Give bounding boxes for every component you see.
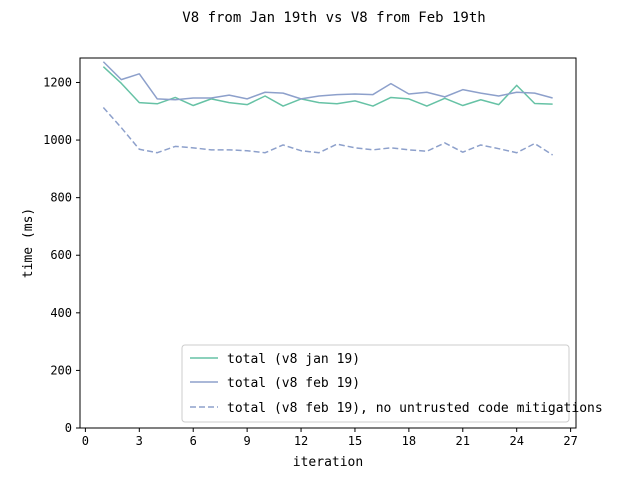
y-tick-label: 1200 <box>43 75 72 89</box>
y-tick-label: 800 <box>50 191 72 205</box>
series-line-2 <box>102 107 554 156</box>
legend-label-feb-no-mitigations: total (v8 feb 19), no untrusted code mit… <box>227 401 603 416</box>
x-tick-label: 15 <box>348 434 362 448</box>
y-tick-label: 1000 <box>43 133 72 147</box>
chart-title: V8 from Jan 19th vs V8 from Feb 19th <box>182 10 485 26</box>
x-tick-label: 24 <box>509 434 523 448</box>
y-tick-label: 600 <box>50 248 72 262</box>
series-layer <box>102 61 554 156</box>
y-axis: 0 200 400 600 800 1000 1200 <box>43 75 80 435</box>
x-tick-label: 0 <box>82 434 89 448</box>
x-axis-label: iteration <box>293 455 363 470</box>
series-line-1 <box>102 61 553 101</box>
x-tick-label: 21 <box>456 434 470 448</box>
x-tick-label: 18 <box>402 434 416 448</box>
x-tick-label: 9 <box>244 434 251 448</box>
x-axis: 0 3 6 9 12 15 18 21 24 27 <box>82 428 578 448</box>
legend-box <box>181 344 570 423</box>
legend-label-feb: total (v8 feb 19) <box>227 376 360 391</box>
legend: total (v8 jan 19) total (v8 feb 19) tota… <box>181 344 603 423</box>
plot-area <box>79 57 577 429</box>
y-tick-label: 200 <box>50 363 72 377</box>
plot-frame <box>79 57 577 429</box>
legend-label-jan: total (v8 jan 19) <box>227 352 360 367</box>
x-tick-label: 6 <box>190 434 197 448</box>
y-axis-label: time (ms) <box>21 208 36 278</box>
y-tick-label: 0 <box>65 421 72 435</box>
x-tick-label: 27 <box>563 434 577 448</box>
x-tick-label: 12 <box>294 434 308 448</box>
y-tick-label: 400 <box>50 306 72 320</box>
x-tick-label: 3 <box>136 434 143 448</box>
